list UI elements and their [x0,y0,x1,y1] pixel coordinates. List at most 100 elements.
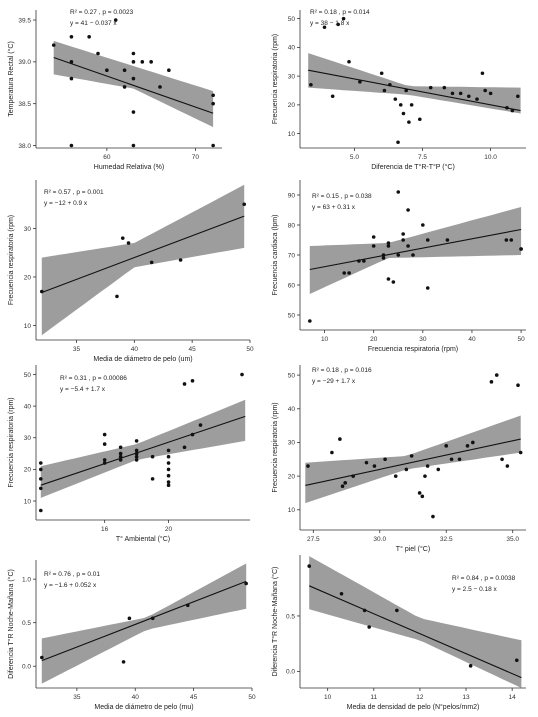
data-point [211,101,215,106]
x-tick-label: 35.0 [506,536,519,543]
data-point [190,432,195,437]
data-point [425,286,430,290]
y-tick-label: 38.5 [18,101,31,108]
data-point [330,94,335,99]
y-tick-label: 90 [288,192,296,199]
data-point [505,105,509,110]
y-tick-label: 0.0 [286,669,295,676]
data-point [309,82,313,87]
data-point [407,120,411,124]
x-axis-title: Media de diámetro de pelo (um) [93,356,192,363]
x-tick-label: 30.0 [373,536,386,543]
equation-annotation: y = 38 − 1.8 x [310,20,350,27]
data-point [38,461,43,465]
y-tick-label: 50 [288,16,296,23]
confidence-band [40,399,246,498]
y-tick-label: 39.5 [18,17,31,24]
y-axis-title: Frecuencia respiratoria (rpm) [272,402,279,492]
data-point [166,483,171,488]
scatter-panel: 10 20 30 40 50 50 60 70 80 90 Frecuencia respirato… [272,180,526,353]
data-point [38,477,43,481]
data-point [442,85,447,90]
data-point [211,93,215,98]
y-axis-title: Frecuencia cardiaca (lpm) [272,215,279,296]
x-axis-title: Frecuencia respiratoria (rpm) [368,346,458,353]
y-tick-label: 50 [288,312,296,319]
data-point [150,616,155,621]
regression-line [309,228,522,271]
data-point [386,277,391,281]
data-point [494,373,499,377]
data-point [150,477,155,481]
data-point [120,236,125,240]
x-tick-label: 5.0 [350,154,359,161]
data-point [339,591,344,596]
x-tick-label: 70 [192,154,200,161]
y-axis-title: Frecuencia respiratoria (rpm) [8,215,15,305]
x-tick-label: 30 [419,336,427,343]
equation-annotation: y = −5.4 + 1.7 x [60,386,106,393]
data-point [149,260,154,265]
y-tick-label: 50 [288,372,296,379]
x-axis-title: Media de densidad de pelo (N°pelos/mm2) [347,703,480,711]
data-point [69,60,74,64]
data-point [185,603,190,608]
data-point [211,143,215,148]
data-point [436,467,441,472]
data-point [178,258,183,262]
data-point [122,68,127,73]
data-point [471,440,475,445]
data-point [308,319,312,323]
data-point [381,253,386,257]
data-point [115,294,119,299]
data-point [118,451,123,456]
confidence-band [53,40,214,128]
data-point [362,608,367,613]
data-point [420,494,425,499]
r-squared-annotation: R² = 0.18 , p = 0.014 [310,9,370,16]
equation-annotation: y = −1.6 + 0.052 x [44,582,97,589]
r-squared-annotation: R² = 0.76 , p = 0.01 [44,571,100,578]
y-axis-title: Frecuencia respiratoria (rpm) [8,397,15,487]
r-squared-annotation: R² = 0.57 , p = 0.001 [44,189,104,196]
data-point [396,140,400,145]
y-tick-label: 0.0 [22,664,31,671]
data-point [51,43,56,47]
scatter-panel: 16 20 10 20 30 40 50 T° Ambiental (°C) Frecuenci… [8,365,250,543]
y-axis-title: Diferencia T°R Noche-Mañana (°C) [271,567,279,677]
scatter-panel: 10 11 12 13 14 0.0 0.5 Media de densidad de pel… [271,555,526,711]
data-point [488,91,493,96]
equation-annotation: y = −29 + 1.7 x [312,378,356,385]
data-point [40,655,44,660]
data-point [102,461,107,465]
data-point [425,464,430,468]
data-point [475,97,479,101]
equation-annotation: y = 63 + 0.31 x [312,204,356,211]
x-tick-label: 40 [468,336,476,343]
y-tick-label: 0.5 [286,613,295,620]
data-point [500,457,504,462]
regression-line [305,438,521,486]
r-squared-annotation: R² = 0.31 , p = 0.00086 [60,375,127,382]
scatter-panel: 60 70 38.0 38.5 39.0 39.5 Humedad Relativa (%)… [7,9,222,171]
x-tick-label: 50 [246,346,254,353]
data-point [379,71,384,76]
y-tick-label: 20 [24,467,32,474]
x-tick-label: 20 [165,526,173,533]
data-point [516,94,520,99]
data-point [423,474,427,478]
data-point [69,34,74,39]
data-point [516,383,520,388]
data-point [411,253,415,257]
data-point [445,238,450,242]
data-point [102,432,107,437]
data-point [509,238,514,242]
data-point [396,190,401,194]
y-tick-label: 10 [288,131,296,138]
data-point [149,60,153,64]
regression-line [309,585,522,679]
y-tick-label: 10 [24,498,32,505]
data-point [330,450,334,455]
r-squared-annotation: R² = 0.27 , p = 0.0023 [70,9,134,16]
data-point [371,244,376,248]
